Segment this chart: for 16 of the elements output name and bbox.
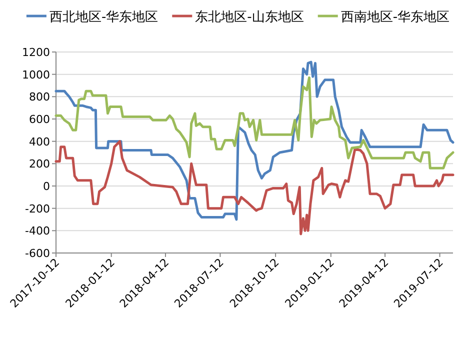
y-tick-label: 200 (29, 158, 50, 171)
legend-label: 西北地区-华东地区 (49, 10, 158, 25)
line-series (54, 60, 454, 221)
legend-label: 东北地区-山东地区 (195, 10, 304, 25)
y-tick-label: 600 (29, 113, 50, 126)
y-tick-label: 800 (29, 90, 50, 104)
y-tick-label: -600 (25, 247, 50, 260)
y-tick-label: 1000 (22, 68, 50, 82)
y-tick-label: 400 (29, 135, 50, 148)
y-tick-label: 0 (43, 180, 50, 193)
line-series (54, 140, 454, 236)
y-tick-label: -400 (25, 224, 50, 238)
y-tick-label: -200 (25, 202, 50, 216)
legend-label: 西南地区-华东地区 (340, 10, 450, 25)
y-tick-label: 1200 (22, 46, 50, 59)
line-series (54, 76, 454, 170)
